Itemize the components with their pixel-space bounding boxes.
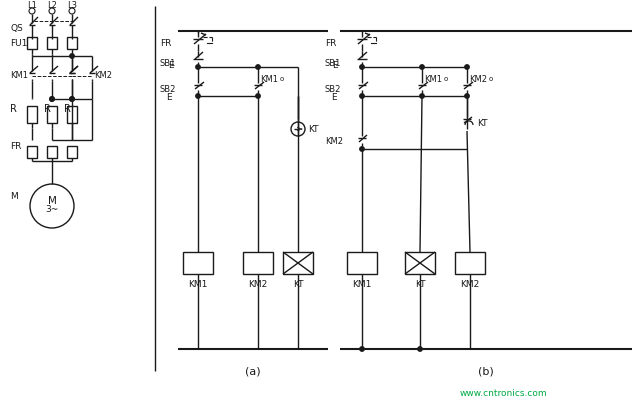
Circle shape: [29, 9, 35, 15]
Text: R: R: [10, 104, 17, 114]
Circle shape: [70, 97, 74, 102]
Text: KM2: KM2: [248, 280, 268, 289]
Text: KM2: KM2: [94, 71, 112, 80]
Bar: [67, 107, 77, 124]
Text: 3~: 3~: [45, 205, 59, 214]
Text: FU1: FU1: [10, 39, 28, 49]
Text: E: E: [332, 61, 338, 70]
Circle shape: [360, 66, 364, 70]
Text: KT: KT: [292, 280, 303, 289]
Bar: [27, 38, 37, 50]
Bar: [27, 107, 37, 124]
Bar: [47, 38, 57, 50]
Text: o: o: [444, 76, 448, 82]
Circle shape: [360, 95, 364, 99]
Text: KT: KT: [477, 119, 488, 128]
Circle shape: [465, 66, 469, 70]
Text: QS: QS: [10, 23, 23, 32]
Circle shape: [256, 95, 260, 99]
Text: KM2: KM2: [469, 74, 487, 83]
Text: KT: KT: [415, 280, 425, 289]
Circle shape: [70, 55, 74, 59]
Bar: [243, 252, 273, 274]
Circle shape: [256, 66, 260, 70]
Bar: [27, 147, 37, 159]
Circle shape: [70, 97, 74, 102]
Text: FR: FR: [325, 39, 337, 49]
Circle shape: [49, 9, 55, 15]
Text: KM2: KM2: [460, 280, 479, 289]
Bar: [347, 252, 377, 274]
Bar: [47, 107, 57, 124]
Circle shape: [465, 95, 469, 99]
Text: KT: KT: [308, 125, 319, 134]
Text: L2: L2: [47, 2, 57, 10]
Circle shape: [291, 123, 305, 137]
Bar: [283, 252, 313, 274]
Text: E: E: [168, 61, 173, 70]
Bar: [47, 147, 57, 159]
Text: L3: L3: [67, 2, 77, 10]
Text: (a): (a): [245, 366, 261, 376]
Bar: [455, 252, 485, 274]
Text: KM1: KM1: [10, 71, 28, 80]
Text: L1: L1: [27, 2, 37, 10]
Text: o: o: [489, 76, 493, 82]
Text: SB1: SB1: [160, 59, 177, 67]
Circle shape: [420, 95, 424, 99]
Circle shape: [418, 347, 422, 351]
Text: www.cntronics.com: www.cntronics.com: [460, 389, 548, 397]
Circle shape: [69, 9, 75, 15]
Circle shape: [360, 148, 364, 152]
Text: SB2: SB2: [160, 84, 177, 93]
Text: E: E: [166, 92, 172, 101]
Circle shape: [196, 66, 200, 70]
Text: R: R: [64, 104, 71, 114]
Bar: [405, 252, 435, 274]
Circle shape: [196, 95, 200, 99]
Text: R: R: [44, 104, 51, 114]
Circle shape: [360, 347, 364, 351]
Text: M: M: [10, 192, 18, 201]
Text: KM1: KM1: [352, 280, 372, 289]
Text: E: E: [331, 92, 337, 101]
Text: KM1: KM1: [260, 74, 278, 83]
Text: KM2: KM2: [325, 137, 343, 146]
Text: SB2: SB2: [325, 84, 341, 93]
Text: M: M: [47, 196, 56, 205]
Text: (b): (b): [478, 366, 494, 376]
Text: SB1: SB1: [325, 59, 341, 67]
Text: FR: FR: [160, 39, 172, 49]
Text: KM1: KM1: [424, 74, 442, 83]
Circle shape: [50, 97, 54, 102]
Text: FR: FR: [10, 142, 21, 151]
Bar: [67, 38, 77, 50]
Bar: [67, 147, 77, 159]
Circle shape: [420, 66, 424, 70]
Circle shape: [50, 97, 54, 102]
Bar: [183, 252, 213, 274]
Text: KM1: KM1: [188, 280, 208, 289]
Text: o: o: [280, 76, 284, 82]
Circle shape: [30, 184, 74, 229]
